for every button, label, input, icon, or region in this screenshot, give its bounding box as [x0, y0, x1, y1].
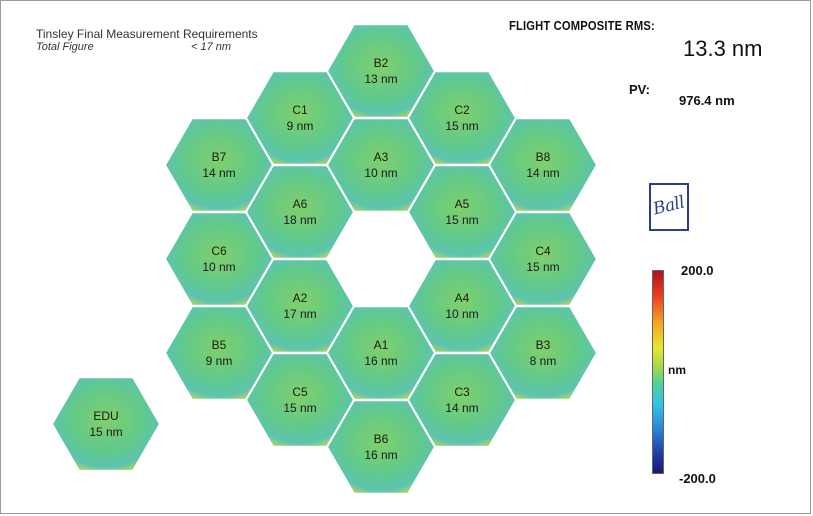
segment-c2-value: 15 nm [445, 119, 478, 133]
segment-b2-value: 13 nm [364, 72, 397, 86]
segment-a2-name: A2 [293, 291, 308, 305]
segment-b6-hex [325, 399, 437, 495]
segment-b6: B6 16 nm [325, 399, 437, 495]
segment-c4-value: 15 nm [526, 260, 559, 274]
segment-b3-name: B3 [536, 338, 551, 352]
colorbar-unit-label: nm [668, 363, 686, 377]
segment-b5-name: B5 [212, 338, 227, 352]
segment-a4-name: A4 [455, 291, 470, 305]
segment-c1-value: 9 nm [287, 119, 314, 133]
segment-edu-hex [50, 376, 162, 472]
segment-edu-name: EDU [93, 409, 118, 423]
segment-c4-name: C4 [535, 244, 551, 258]
segment-b2-name: B2 [374, 56, 389, 70]
colorbar-min-label: -200.0 [679, 471, 716, 486]
ball-logo: Ball [649, 183, 689, 231]
segment-b3-value: 8 nm [530, 354, 557, 368]
colorbar-max-label: 200.0 [681, 263, 714, 278]
colorbar [652, 270, 664, 474]
segment-c2-name: C2 [454, 103, 470, 117]
segment-c5-name: C5 [292, 385, 308, 399]
segment-a5-value: 15 nm [445, 213, 478, 227]
pv-label: PV: [629, 82, 650, 97]
rms-value: 13.3 nm [683, 36, 763, 61]
segment-b6-name: B6 [374, 432, 389, 446]
segment-a2-value: 17 nm [283, 307, 316, 321]
segment-a1-value: 16 nm [364, 354, 397, 368]
segment-c3-value: 14 nm [445, 401, 478, 415]
segment-b8-name: B8 [536, 150, 551, 164]
pv-value: 976.4 nm [679, 93, 735, 108]
segment-c5-value: 15 nm [283, 401, 316, 415]
segment-c6: C6 10 nm [163, 211, 275, 307]
segment-b7-name: B7 [212, 150, 227, 164]
segment-edu: EDU 15 nm [50, 376, 162, 472]
rms-label: FLIGHT COMPOSITE RMS: [509, 18, 655, 33]
segment-a3-value: 10 nm [364, 166, 397, 180]
segment-b6-value: 16 nm [364, 448, 397, 462]
segment-a1-name: A1 [374, 338, 389, 352]
segment-a5: A5 15 nm [406, 164, 518, 260]
requirements-label: Total Figure [36, 41, 94, 53]
segment-b5-value: 9 nm [206, 354, 233, 368]
segment-a6-value: 18 nm [283, 213, 316, 227]
segment-c6-name: C6 [211, 244, 227, 258]
segment-a3-name: A3 [374, 150, 389, 164]
segment-c6-value: 10 nm [202, 260, 235, 274]
segment-a5-name: A5 [455, 197, 470, 211]
requirements-value: < 17 nm [191, 41, 232, 53]
segment-a4-value: 10 nm [445, 307, 478, 321]
segment-b7-value: 14 nm [202, 166, 235, 180]
segment-b8: B8 14 nm [487, 117, 599, 213]
requirements-title: Tinsley Final Measurement Requirements [36, 27, 258, 41]
segment-edu-value: 15 nm [89, 425, 122, 439]
segment-c1-name: C1 [292, 103, 308, 117]
segment-a6-name: A6 [293, 197, 308, 211]
segment-c3-name: C3 [454, 385, 470, 399]
segment-b8-value: 14 nm [526, 166, 559, 180]
